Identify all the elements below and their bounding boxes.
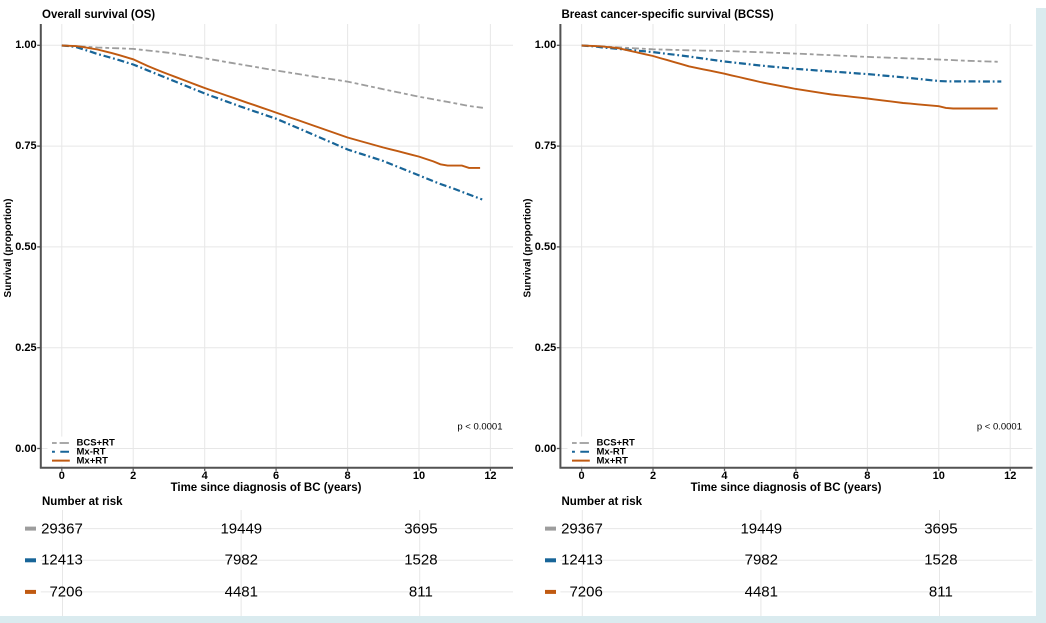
svg-text:Survival (proportion): Survival (proportion) [523, 199, 534, 298]
svg-text:Survival (proportion): Survival (proportion) [3, 199, 14, 298]
